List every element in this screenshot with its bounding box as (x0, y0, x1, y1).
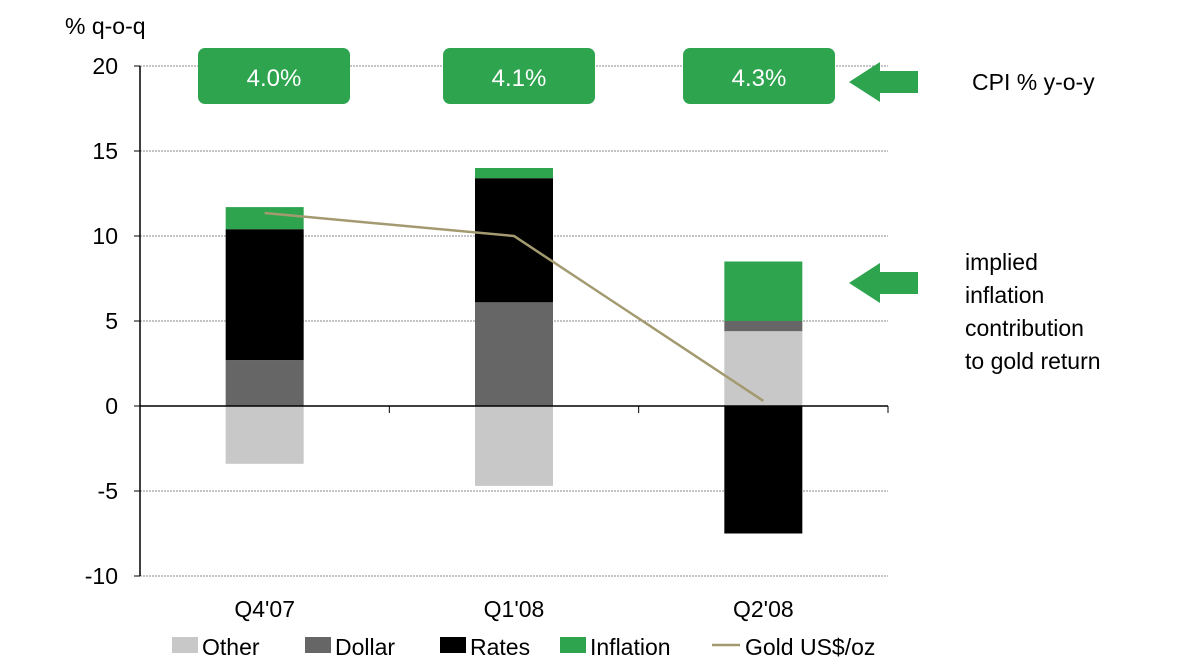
bar-rates (225, 229, 304, 361)
x-tick-label: Q4'07 (234, 596, 295, 622)
arrow-left-icon (849, 62, 918, 102)
y-tick-label: 5 (105, 308, 118, 334)
legend-label: Dollar (335, 634, 395, 660)
y-axis-label: % q-o-q (65, 13, 146, 39)
bar-other (475, 406, 553, 486)
bar-other (225, 406, 304, 464)
line-gold (264, 211, 765, 402)
bar-rates (475, 178, 553, 303)
annotation-cpi: CPI % y-o-y (972, 69, 1095, 95)
cpi-label: 4.0% (247, 65, 302, 92)
bar-rates (724, 406, 803, 534)
bar-inflation (225, 207, 304, 230)
annotation-implied: implied (965, 249, 1038, 275)
legend-swatch (305, 637, 331, 653)
bar-dollar (724, 321, 803, 332)
cpi-box (683, 48, 835, 104)
y-tick-label: 0 (105, 393, 118, 419)
legend-label: Other (202, 634, 260, 660)
cpi-label: 4.1% (492, 65, 547, 92)
x-tick-label: Q2'08 (733, 596, 794, 622)
y-tick-label: -10 (85, 563, 118, 589)
y-tick-label: 10 (92, 223, 118, 249)
annotation-implied: contribution (965, 315, 1084, 341)
x-tick-label: Q1'08 (484, 596, 545, 622)
cpi-box (198, 48, 350, 104)
bar-other (724, 331, 803, 406)
legend-label: Rates (470, 634, 530, 660)
legend-label: Inflation (590, 634, 671, 660)
cpi-box (443, 48, 595, 104)
arrow-left-icon (849, 263, 918, 303)
bar-inflation (724, 261, 803, 321)
legend-swatch (560, 637, 586, 653)
y-tick-label: 20 (92, 53, 118, 79)
annotation-implied: to gold return (965, 348, 1101, 374)
legend-swatch (172, 637, 198, 653)
y-tick-label: -5 (98, 478, 118, 504)
legend-label: Gold US$/oz (745, 634, 875, 660)
bar-inflation (475, 168, 553, 179)
annotation-implied: inflation (965, 282, 1044, 308)
legend-swatch (440, 637, 466, 653)
y-tick-label: 15 (92, 138, 118, 164)
bar-dollar (225, 360, 304, 406)
bar-dollar (475, 302, 553, 406)
cpi-label: 4.3% (732, 65, 787, 92)
